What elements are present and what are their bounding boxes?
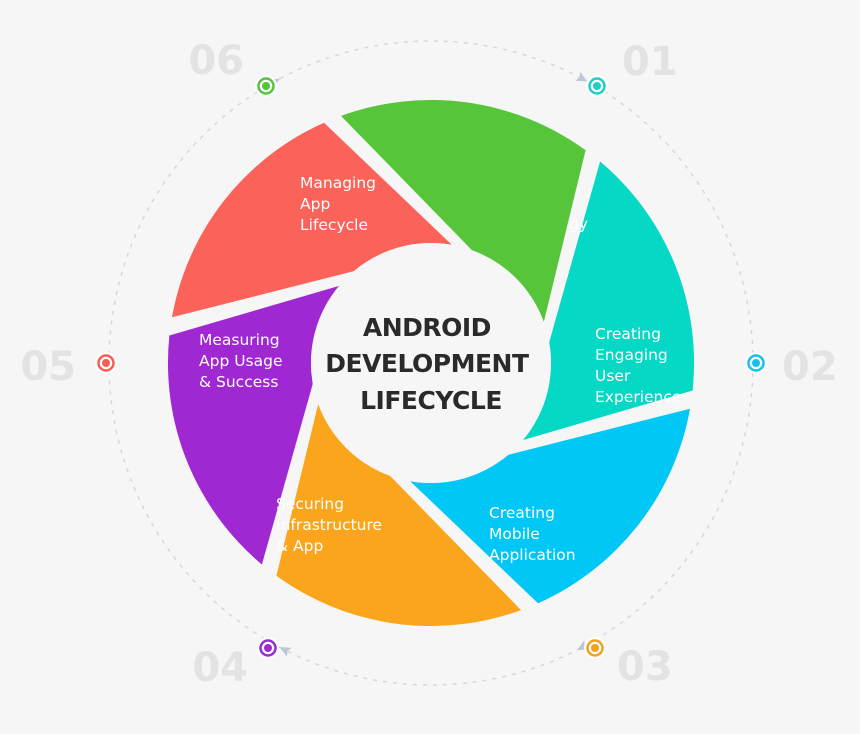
segment-04-label-line-3: & App	[276, 537, 323, 555]
segment-03-label: Creating Mobile Application	[489, 504, 576, 564]
segment-02-wedge	[410, 408, 690, 604]
stage-02-marker	[745, 352, 767, 374]
segment-02-label-line-4: Experience	[595, 388, 681, 406]
stage-number-05: 05	[20, 344, 76, 390]
segment-06-label-line-3: Lifecycle	[300, 216, 368, 234]
stage-markers	[95, 75, 767, 659]
marker-04-ring	[259, 639, 277, 657]
center-hole	[311, 243, 551, 483]
segment-05-label-line-1: Measuring	[199, 331, 280, 349]
marker-06-dot	[262, 82, 270, 90]
segment-05-label-line-3: & Success	[199, 373, 278, 391]
stage-number-02: 02	[782, 344, 838, 390]
center-title-line-1: ANDROID	[363, 313, 491, 342]
segment-04-wedge	[167, 285, 340, 565]
stage-number-01: 01	[622, 39, 678, 85]
segment-03-label-line-2: Mobile	[489, 525, 540, 543]
segment-05-label: Measuring App Usage & Success	[199, 331, 283, 391]
segment-02-label-line-3: User	[595, 367, 631, 385]
segment-05-wedge	[172, 122, 452, 318]
segment-04-label-line-2: Infrastructure	[276, 516, 382, 534]
marker-04-dot	[264, 644, 272, 652]
stage-05-marker	[95, 352, 117, 374]
orbit-arrow-1	[575, 71, 588, 82]
stage-01-marker	[586, 75, 608, 97]
stage-number-04: 04	[192, 645, 248, 691]
segment-02-label-line-1: Creating	[595, 325, 661, 343]
segment-05-label-line-2: App Usage	[199, 352, 283, 370]
segment-06-label: Managing App Lifecycle	[300, 174, 376, 234]
stage-03-marker	[584, 637, 606, 659]
segments-group: TranslatingVisioninto StrategyCreatingEn…	[167, 100, 695, 626]
marker-05-ring	[97, 354, 115, 372]
segment-03-wedge	[276, 404, 521, 626]
segment-02-label-line-2: Engaging	[595, 346, 668, 364]
marker-05-dot	[102, 359, 110, 367]
marker-03-ring	[586, 639, 604, 657]
segment-04-label: Securing Infrastructure & App	[276, 495, 382, 555]
center-title: ANDROID DEVELOPMENT LIFECYCLE	[325, 313, 537, 415]
stage-number-06: 06	[188, 38, 244, 84]
marker-02-dot	[752, 359, 760, 367]
marker-02-ring	[747, 354, 765, 372]
segment-03-label-line-1: Creating	[489, 504, 555, 522]
marker-01-ring	[588, 77, 606, 95]
marker-01-dot	[593, 82, 601, 90]
segment-06-label-line-2: App	[300, 195, 330, 213]
segment-02-label: Creating Engaging User Experience	[595, 325, 681, 406]
segment-06-label-line-1: Managing	[300, 174, 376, 192]
stage-numbers: 01 02 03 04 05 06	[20, 38, 837, 691]
segment-06-wedge	[341, 100, 586, 323]
stage-06-marker	[255, 75, 277, 97]
segment-01-wedge	[522, 161, 695, 441]
marker-03-dot	[591, 644, 599, 652]
center-title-line-2: DEVELOPMENT	[325, 349, 529, 378]
marker-06-ring	[257, 77, 275, 95]
segment-03-label-line-3: Application	[489, 546, 576, 564]
stage-04-marker	[257, 637, 279, 659]
segment-04-label-line-1: Securing	[276, 495, 344, 513]
orbit-arrow-4	[279, 647, 292, 657]
center-title-line-3: LIFECYCLE	[360, 386, 502, 415]
stage-number-03: 03	[617, 644, 673, 690]
